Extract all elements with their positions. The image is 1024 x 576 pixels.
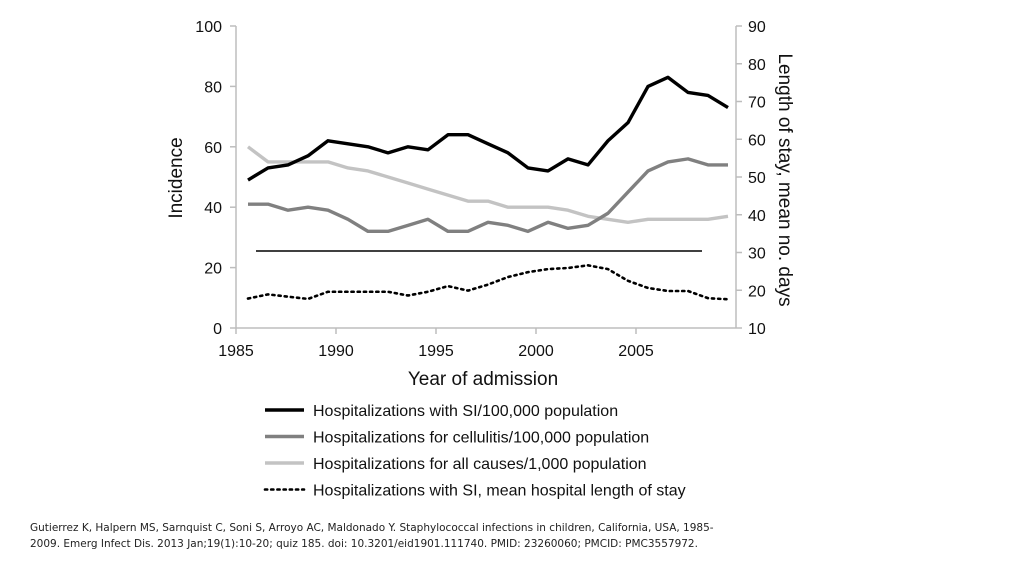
y2-tick-label: 30: [748, 246, 766, 263]
y2-tick-label: 90: [748, 19, 766, 36]
legend-label-cellulitis: Hospitalizations for cellulitis/100,000 …: [313, 430, 649, 447]
x-tick-label: 2005: [618, 343, 654, 360]
y2-tick-label: 70: [748, 95, 766, 112]
x-tick-label: 1985: [218, 343, 254, 360]
y2-tick-label: 80: [748, 57, 766, 74]
series-line-si: [247, 75, 729, 182]
x-tick-label: 2000: [518, 343, 554, 360]
legend-label-los: Hospitalizations with SI, mean hospital …: [313, 483, 686, 500]
y-tick-label: 0: [213, 321, 222, 338]
y2-tick-label: 20: [748, 283, 766, 300]
legend: Hospitalizations with SI/100,000 populat…: [263, 403, 686, 500]
legend-label-all: Hospitalizations for all causes/1,000 po…: [313, 456, 647, 473]
citation-text: Gutierrez K, Halpern MS, Sarnquist C, So…: [30, 522, 714, 550]
y2-tick-label: 50: [748, 170, 766, 187]
x-tick-label: 1990: [318, 343, 354, 360]
series-line-cellulitis: [248, 157, 728, 234]
y-axis-title: Incidence: [166, 137, 187, 218]
y-tick-label: 20: [204, 261, 222, 278]
y2-tick-label: 40: [748, 208, 766, 225]
series-line-los: [246, 264, 730, 301]
series-line-all: [246, 145, 729, 225]
y2-tick-label: 10: [748, 321, 766, 338]
legend-label-si: Hospitalizations with SI/100,000 populat…: [313, 403, 618, 420]
y2-tick-label: 60: [748, 132, 766, 149]
y-tick-label: 100: [195, 19, 222, 36]
x-axis-title: Year of admission: [408, 369, 558, 390]
x-tick-label: 1995: [418, 343, 454, 360]
y-tick-label: 60: [204, 140, 222, 157]
y-tick-label: 80: [204, 79, 222, 96]
y2-axis-title: Length of stay, mean no. days: [774, 53, 795, 306]
y-tick-label: 40: [204, 200, 222, 217]
